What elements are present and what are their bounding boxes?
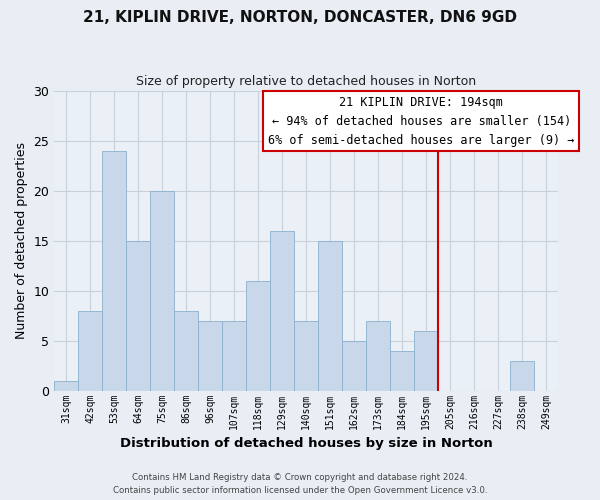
Bar bbox=[390, 350, 414, 391]
Bar bbox=[318, 240, 342, 390]
Bar bbox=[414, 330, 438, 390]
Bar bbox=[150, 190, 174, 390]
Bar bbox=[174, 310, 198, 390]
Bar bbox=[78, 310, 102, 390]
Bar bbox=[294, 320, 318, 390]
Title: Size of property relative to detached houses in Norton: Size of property relative to detached ho… bbox=[136, 75, 476, 88]
Bar bbox=[198, 320, 222, 390]
Text: Contains HM Land Registry data © Crown copyright and database right 2024.
Contai: Contains HM Land Registry data © Crown c… bbox=[113, 474, 487, 495]
Y-axis label: Number of detached properties: Number of detached properties bbox=[15, 142, 28, 339]
Bar bbox=[102, 150, 126, 390]
Bar bbox=[222, 320, 246, 390]
Bar bbox=[510, 360, 534, 390]
Text: 21 KIPLIN DRIVE: 194sqm
← 94% of detached houses are smaller (154)
6% of semi-de: 21 KIPLIN DRIVE: 194sqm ← 94% of detache… bbox=[268, 96, 574, 146]
Bar bbox=[342, 340, 366, 390]
X-axis label: Distribution of detached houses by size in Norton: Distribution of detached houses by size … bbox=[120, 437, 493, 450]
Bar bbox=[126, 240, 150, 390]
Bar bbox=[246, 280, 270, 390]
Bar bbox=[366, 320, 390, 390]
Bar bbox=[54, 380, 78, 390]
Text: 21, KIPLIN DRIVE, NORTON, DONCASTER, DN6 9GD: 21, KIPLIN DRIVE, NORTON, DONCASTER, DN6… bbox=[83, 10, 517, 25]
Bar bbox=[270, 230, 294, 390]
